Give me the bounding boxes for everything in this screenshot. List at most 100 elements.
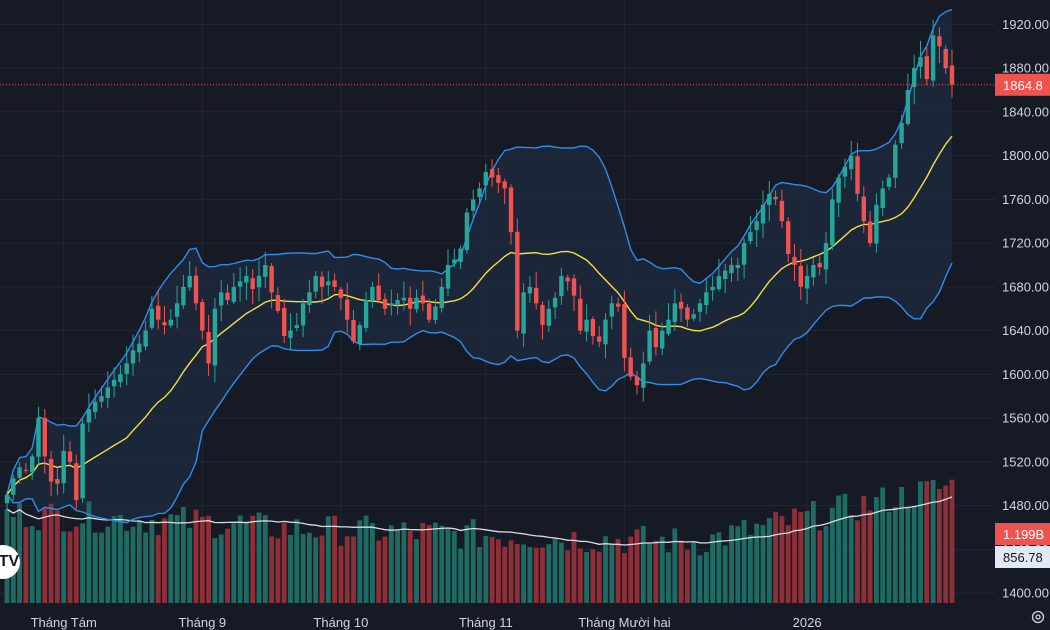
y-tick-label-11: 1840.00 xyxy=(1002,104,1049,119)
volume-bar-125 xyxy=(792,508,797,603)
candle-36 xyxy=(231,273,236,304)
volume-bar-127 xyxy=(804,511,810,603)
volume-bar-141 xyxy=(892,507,898,603)
volume-bar-47 xyxy=(300,533,306,603)
candle-78 xyxy=(496,167,501,194)
candle-body-133 xyxy=(842,166,848,177)
candle-64 xyxy=(408,286,413,326)
volume-bar-24 xyxy=(155,535,161,603)
volume-bar-5 xyxy=(36,530,41,603)
candle-body-44 xyxy=(282,308,287,336)
volume-bar-138 xyxy=(874,497,879,603)
volume-bar-96 xyxy=(609,544,615,603)
volume-bar-27 xyxy=(174,514,180,603)
volume-bar-50 xyxy=(319,535,325,603)
candle-body-42 xyxy=(269,266,274,293)
candle-body-113 xyxy=(716,275,722,289)
candle-143 xyxy=(905,73,911,127)
candle-body-50 xyxy=(319,276,325,287)
candle-53 xyxy=(338,286,344,311)
volume-bar-114 xyxy=(722,545,728,603)
volume-bar-121 xyxy=(766,518,772,603)
candle-46 xyxy=(294,312,299,332)
volume-bar-8 xyxy=(55,510,60,603)
candle-body-130 xyxy=(823,243,829,270)
volume-bar-95 xyxy=(603,536,608,603)
candle-body-115 xyxy=(729,265,734,274)
volume-bar-68 xyxy=(433,522,438,603)
candle-98 xyxy=(622,290,627,372)
candle-body-100 xyxy=(634,376,640,386)
candle-body-35 xyxy=(225,292,230,300)
candle-body-104 xyxy=(660,330,665,349)
candle-10 xyxy=(67,441,73,465)
candle-17 xyxy=(111,367,117,398)
candle-body-118 xyxy=(748,232,753,241)
candle-body-137 xyxy=(867,221,873,244)
volume-bar-57 xyxy=(363,515,369,603)
candle-body-112 xyxy=(710,286,715,291)
volume-bar-84 xyxy=(533,547,539,603)
volume-bar-101 xyxy=(640,525,646,603)
candle-97 xyxy=(615,297,621,312)
y-tick-label-5: 1600.00 xyxy=(1002,367,1049,382)
candle-body-122 xyxy=(773,196,778,200)
candle-body-72 xyxy=(458,248,463,262)
candle-12 xyxy=(80,419,85,503)
candle-87 xyxy=(552,292,558,320)
candle-4 xyxy=(30,453,35,480)
candle-57 xyxy=(363,291,369,333)
time-axis[interactable]: Tháng Tám Tháng 9 Tháng 10 Tháng 11 Tháng Mư… xyxy=(31,615,822,630)
gear-icon xyxy=(1031,610,1045,624)
candle-body-138 xyxy=(874,204,879,244)
candle-51 xyxy=(326,271,331,297)
volume-bar-110 xyxy=(697,555,703,603)
volume-bar-85 xyxy=(540,547,545,603)
volume-bar-23 xyxy=(149,520,155,603)
candle-body-84 xyxy=(534,287,539,304)
volume-bar-89 xyxy=(565,550,571,603)
candle-148 xyxy=(937,27,942,63)
candle-body-18 xyxy=(118,374,123,382)
candle-106 xyxy=(672,288,677,332)
chart-settings-button[interactable] xyxy=(1026,604,1050,630)
candle-body-96 xyxy=(609,303,614,317)
candle-body-89 xyxy=(565,277,570,282)
candle-body-111 xyxy=(704,292,709,305)
candle-89 xyxy=(565,274,570,291)
candle-body-91 xyxy=(578,298,583,331)
volume-bar-80 xyxy=(508,540,514,603)
candle-6 xyxy=(42,409,47,474)
volume-bar-103 xyxy=(653,540,659,603)
candle-body-131 xyxy=(830,199,835,246)
volume-bar-77 xyxy=(489,537,495,603)
volume-bar-102 xyxy=(647,543,652,603)
candle-104 xyxy=(660,322,665,356)
volume-bar-15 xyxy=(99,532,104,603)
candle-49 xyxy=(313,271,318,299)
candle-body-32 xyxy=(206,332,211,364)
volume-bar-71 xyxy=(451,531,457,603)
candle-body-145 xyxy=(918,57,923,67)
candle-9 xyxy=(61,434,66,494)
candle-140 xyxy=(886,173,892,191)
candle-130 xyxy=(823,232,829,284)
candle-133 xyxy=(842,158,848,188)
price-axis[interactable]: 1400.001440.001480.001520.001560.001600.… xyxy=(1002,17,1049,601)
candle-body-40 xyxy=(256,275,262,288)
candle-body-75 xyxy=(477,188,482,197)
candle-43 xyxy=(275,287,281,314)
volume-bar-4 xyxy=(29,526,35,603)
tradingview-logo-icon[interactable]: TV xyxy=(0,545,20,579)
volume-bar-82 xyxy=(521,544,526,603)
volume-bar-109 xyxy=(691,542,697,603)
candle-body-21 xyxy=(137,343,142,353)
volume-bar-107 xyxy=(678,540,684,603)
volume-bar-115 xyxy=(729,525,734,603)
candle-body-123 xyxy=(779,200,785,222)
candle-body-124 xyxy=(786,221,791,254)
volume-bar-65 xyxy=(414,539,419,603)
volume-bar-134 xyxy=(848,515,854,603)
